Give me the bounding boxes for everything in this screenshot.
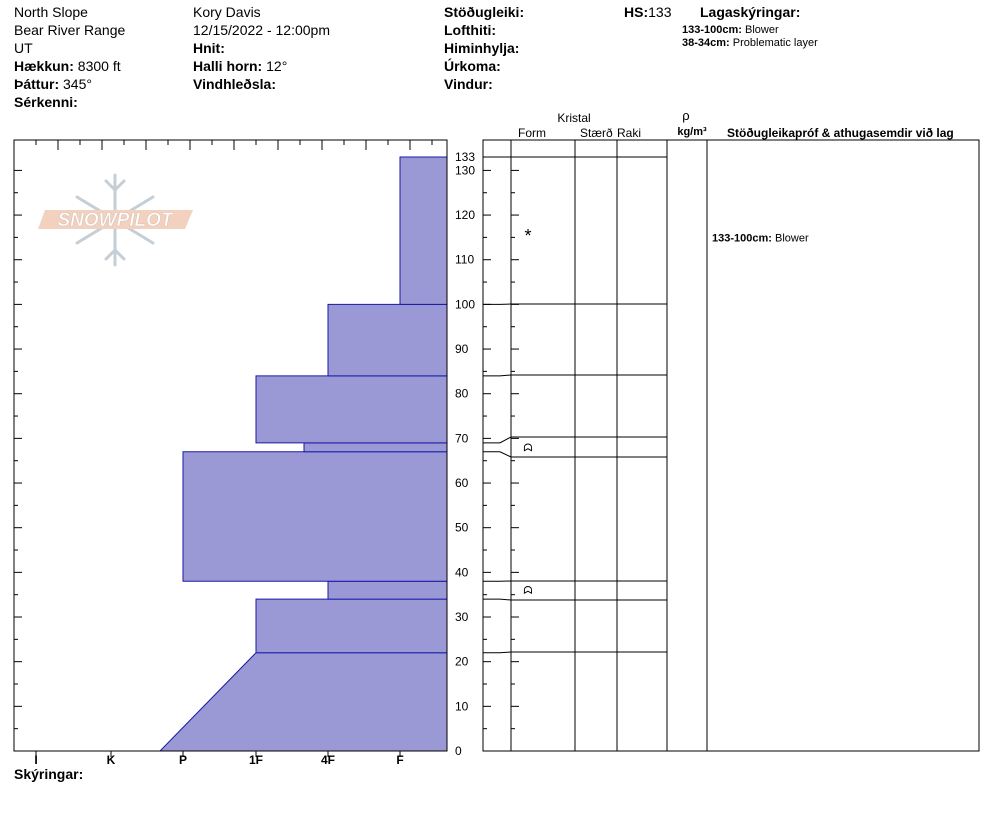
- hardness-layer-5: [255, 375, 448, 444]
- hardness-layer-7: [399, 156, 448, 305]
- stability-tests-header: Stöðugleikapróf & athugasemdir við lag: [727, 126, 954, 140]
- layer-boundary: [483, 451, 667, 458]
- hardness-label: P: [179, 753, 187, 767]
- hardness-layer-0: [158, 652, 448, 752]
- grain-symbol: ᗣ: [523, 442, 532, 454]
- rho-header: ρ: [682, 108, 689, 123]
- hardness-label: I: [34, 753, 37, 767]
- grain-symbol: ᗣ: [523, 585, 532, 597]
- sky-label: Himinhylja:: [444, 40, 520, 56]
- layer-boundary: [483, 436, 667, 444]
- layer-notes-title: Lagaskýringar:: [700, 4, 801, 20]
- features-label: Sérkenni:: [14, 94, 78, 110]
- depth-label: 40: [455, 565, 469, 579]
- depth-label: 80: [455, 387, 469, 401]
- depth-label: 110: [455, 253, 474, 267]
- hardness-layer-6: [327, 303, 448, 377]
- logo-text: SNOWPILOT: [57, 210, 173, 231]
- aspect-value: 345°: [63, 76, 92, 92]
- hardness-axis-labels: I K P 1F 4F F: [34, 751, 404, 767]
- location-line-1: North Slope: [14, 4, 88, 20]
- layer-note-1-range: 133-100cm:: [682, 24, 742, 36]
- snow-height: HS:133: [624, 3, 671, 21]
- hardness-layer-2: [327, 580, 448, 600]
- grain-form-symbols: * ᗣ ᗣ: [523, 226, 532, 597]
- form-header: Form: [518, 126, 546, 140]
- density-unit-header: kg/m³: [677, 126, 707, 138]
- row-notes: 133-100cm: Blower: [712, 232, 809, 244]
- elevation: Hækkun: 8300 ft: [14, 57, 121, 75]
- hardness-label: K: [107, 753, 116, 767]
- precip-label: Úrkoma:: [444, 58, 501, 74]
- hardness-layer-4: [303, 442, 448, 453]
- layer-note-1-text: Blower: [745, 24, 779, 36]
- left-tick-marks: [14, 169, 22, 752]
- depth-label: 20: [455, 655, 469, 669]
- depth-label: 0: [455, 744, 462, 758]
- layer-boundary-lines: [483, 156, 667, 654]
- location-line-2: Bear River Range: [14, 22, 126, 38]
- aspect: Þáttur: 345°: [14, 75, 92, 93]
- layer-note-1: 133-100cm: Blower: [682, 24, 779, 37]
- aspect-label: Þáttur:: [14, 76, 60, 92]
- depth-label: 10: [455, 699, 469, 713]
- layer-note-2-range: 38-34cm:: [682, 37, 730, 49]
- elevation-label: Hækkun:: [14, 58, 74, 74]
- hardness-plot-frame: [13, 139, 448, 752]
- layer-boundary: [483, 374, 667, 377]
- snowpilot-logo: SNOWPILOT: [38, 173, 193, 267]
- hardness-label: 4F: [321, 753, 335, 767]
- hs-label: HS:: [624, 4, 649, 20]
- depth-label: 50: [455, 521, 469, 535]
- hardness-layer-3: [182, 451, 448, 582]
- depth-label: 60: [455, 476, 469, 490]
- hardness-label: F: [396, 753, 403, 767]
- table-tick-marks: [483, 169, 519, 752]
- wind-label: Vindur:: [444, 76, 493, 92]
- hardness-layer-1: [255, 598, 448, 654]
- depth-label: 120: [455, 208, 475, 222]
- layer-note-2: 38-34cm: Problematic layer: [682, 37, 818, 50]
- layer-table-frame: [482, 139, 980, 752]
- hardness-label: 1F: [249, 753, 263, 767]
- location-line-3: UT: [14, 40, 33, 56]
- depth-label: 90: [455, 342, 469, 356]
- top-tick-marks: [13, 140, 433, 150]
- size-header: Stærð: [580, 126, 613, 140]
- hs-value: 133: [648, 4, 672, 20]
- stability-label: Stöðugleiki:: [444, 4, 525, 20]
- air-temp-label: Lofthiti:: [444, 22, 497, 38]
- depth-label: 130: [455, 163, 475, 177]
- layer-note-2-text: Problematic layer: [732, 37, 818, 49]
- moisture-header: Raki: [617, 126, 641, 140]
- depth-label: 30: [455, 610, 469, 624]
- layer-boundary: [483, 651, 667, 654]
- grain-symbol: *: [524, 226, 531, 246]
- depth-label: 100: [455, 297, 475, 311]
- layer-boundary: [483, 598, 667, 601]
- observation-datetime: 12/15/2022 - 12:00pm: [193, 22, 330, 38]
- row-note: 133-100cm: Blower: [712, 232, 809, 244]
- slope-angle: Halli horn: 12°: [193, 57, 287, 75]
- notes-label: Skýringar:: [14, 766, 84, 782]
- crystal-header: Kristal: [557, 111, 590, 125]
- depth-label: 70: [455, 431, 469, 445]
- depth-label: 133: [455, 150, 475, 164]
- coords-label: Hnit:: [193, 40, 225, 56]
- row-note-range: 133-100cm:: [712, 232, 775, 244]
- slope-label: Halli horn:: [193, 58, 263, 74]
- row-note-text: Blower: [775, 232, 809, 244]
- observer-name: Kory Davis: [193, 4, 261, 20]
- slope-value: 12°: [266, 58, 288, 74]
- elevation-value: 8300 ft: [77, 58, 121, 74]
- hardness-profile: [158, 156, 448, 752]
- wind-loading-label: Vindhleðsla:: [193, 76, 276, 92]
